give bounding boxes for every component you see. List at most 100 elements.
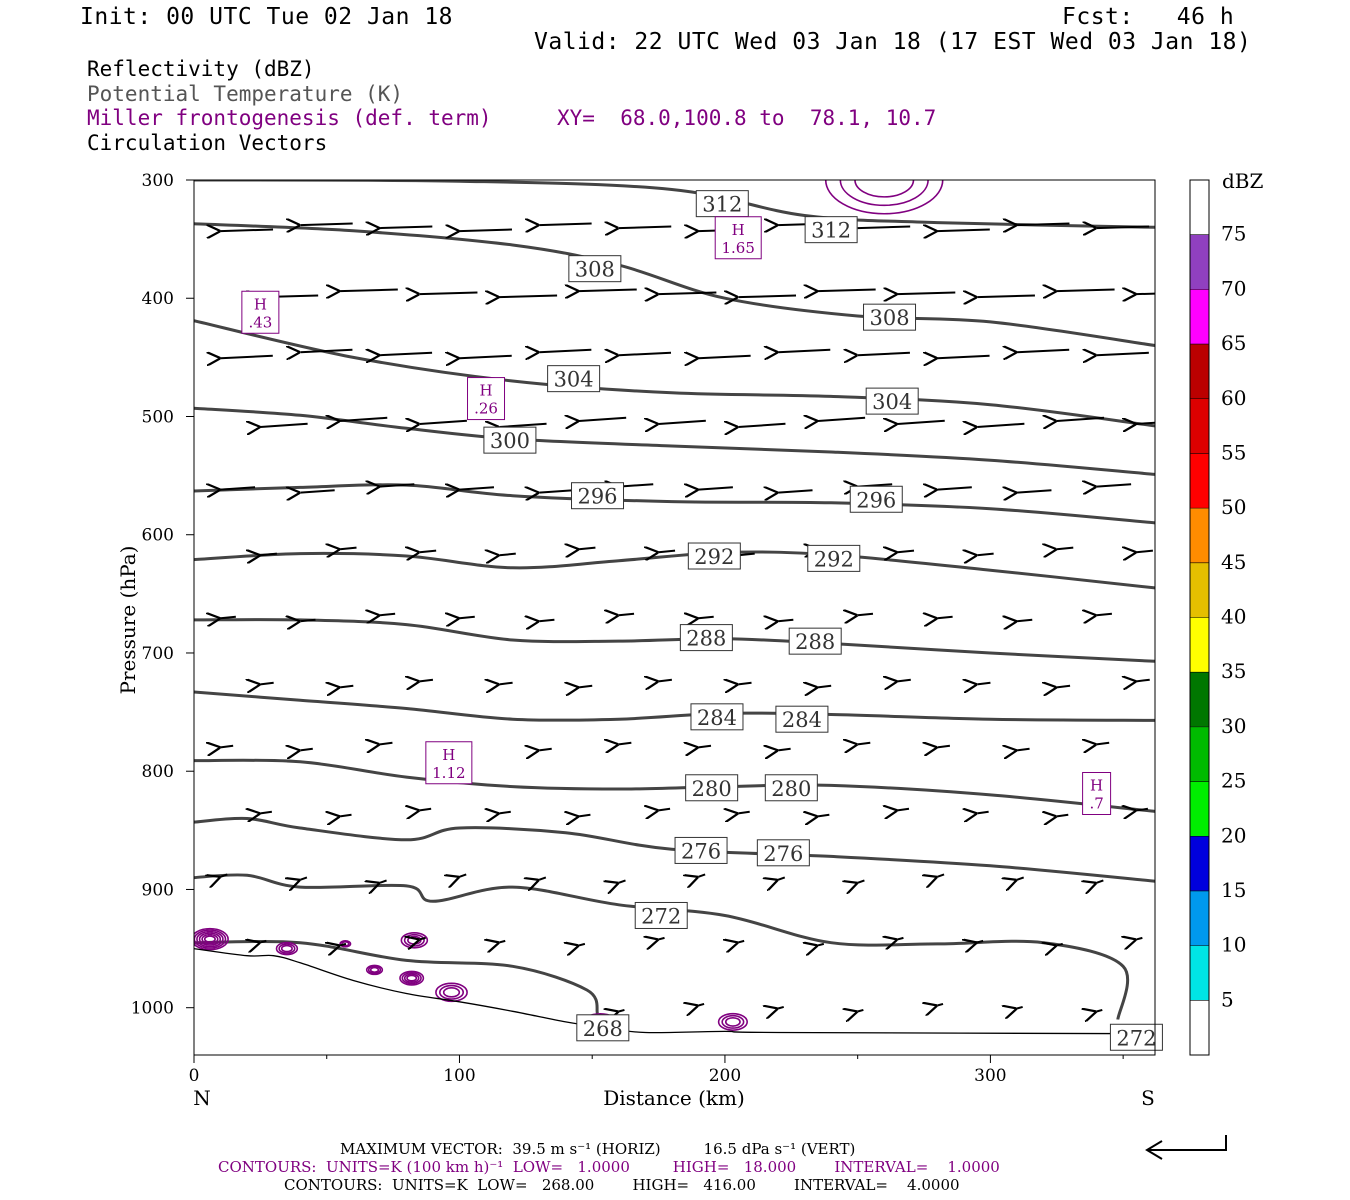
circulation-vector	[858, 879, 865, 882]
theta-label-box	[807, 544, 861, 572]
legend-reflectivity: Reflectivity (dBZ)	[87, 57, 315, 81]
fronto-contour	[194, 927, 229, 951]
circulation-vector	[499, 424, 547, 427]
circulation-vector	[340, 686, 354, 688]
circulation-vector	[738, 554, 755, 556]
theta-contour-268	[194, 939, 599, 1015]
legend-frontogenesis: Miller frontogenesis (def. term)	[87, 106, 492, 130]
fronto-contour	[854, 180, 915, 198]
circulation-vector	[659, 293, 717, 295]
circulation-vector	[1097, 743, 1110, 745]
circulation-vector	[897, 680, 911, 682]
circulation-vector	[579, 418, 627, 421]
axes: 300 400 500 600 700 800 900 1000 0 100 200 300	[131, 171, 1124, 1086]
circulation-vector	[380, 353, 433, 355]
fronto-contour	[407, 935, 422, 945]
colorbar: 5 10 15 20 25 30 35 40 45 50 55 60 65 70 75	[1189, 179, 1246, 1056]
colorbar-label: 35	[1221, 659, 1246, 683]
fronto-contour	[341, 941, 350, 947]
circulation-vector	[300, 620, 316, 622]
footer-contours-theta: CONTOURS: UNITS=K LOW= 268.00 HIGH= 416.…	[284, 1176, 960, 1194]
circulation-vector	[1136, 551, 1154, 553]
colorbar-swatch	[1190, 344, 1209, 399]
circulation-vector	[499, 554, 516, 556]
circulation-vector	[698, 356, 751, 358]
colorbar-label: 40	[1221, 605, 1246, 629]
circulation-vector	[221, 487, 256, 489]
theta-label: 304	[554, 368, 594, 392]
theta-contour-300	[194, 406, 1155, 476]
init-time: Init: 00 UTC Tue 02 Jan 18	[80, 4, 454, 30]
circulation-vector	[977, 812, 989, 814]
theta-label: 272	[1116, 1026, 1156, 1050]
theta-label: 300	[490, 429, 530, 453]
circulation-vector	[937, 487, 972, 489]
colorbar-title: dBZ	[1222, 169, 1264, 193]
y-tick-label: 600	[142, 526, 174, 546]
circulation-vector	[579, 548, 596, 550]
circulation-vector	[937, 873, 945, 876]
circulation-vector	[1017, 749, 1030, 751]
x-axis-title: Distance (km)	[603, 1086, 745, 1110]
footer-contours-fronto: CONTOURS: UNITS=K (100 km h)⁻¹ LOW= 1.00…	[218, 1158, 1000, 1176]
colorbar-label: 15	[1221, 878, 1246, 902]
circulation-vector	[579, 290, 637, 292]
fronto-contour	[399, 970, 425, 986]
circulation-vector	[420, 680, 434, 682]
theta-contour-276	[194, 816, 1155, 883]
colorbar-swatch	[1190, 672, 1209, 727]
circulation-vector	[420, 421, 467, 424]
circulation-vector	[778, 620, 794, 622]
circulation-vector	[738, 941, 745, 943]
circulation-vector	[420, 938, 426, 940]
legend-xy-range: XY= 68.0,100.8 to 78.1, 10.7	[557, 106, 937, 130]
fronto-max-symbol: H	[479, 382, 492, 400]
theta-label: 280	[771, 777, 811, 801]
circulation-vector	[221, 229, 274, 231]
theta-label: 296	[856, 488, 896, 512]
circulation-vector	[1017, 620, 1033, 622]
colorbar-label: 30	[1221, 714, 1246, 738]
circulation-vector	[539, 490, 574, 492]
left-end-label: N	[193, 1086, 211, 1110]
circulation-vector	[818, 418, 866, 421]
colorbar-label: 45	[1221, 550, 1246, 574]
circulation-vector	[380, 226, 433, 228]
circulation-vector	[818, 815, 830, 817]
circulation-vector	[659, 551, 676, 553]
fronto-contour	[367, 965, 382, 975]
circulation-vector	[858, 1010, 864, 1012]
circulation-vector	[380, 879, 387, 882]
circulation-vector	[1097, 353, 1149, 355]
circulation-vector	[1057, 290, 1115, 292]
theta-label: 276	[681, 839, 721, 863]
theta-label: 280	[692, 777, 732, 801]
circulation-vector	[1097, 484, 1132, 486]
y-tick-label: 700	[142, 644, 174, 664]
circulation-vector	[937, 746, 951, 748]
fronto-max-value: .7	[1089, 795, 1103, 813]
fronto-contour	[724, 1016, 741, 1027]
fronto-max-value: 1.65	[722, 239, 755, 257]
fronto-contour	[717, 1012, 749, 1031]
theta-label: 284	[697, 706, 737, 730]
theta-label: 284	[782, 708, 822, 732]
circulation-vector	[619, 226, 672, 228]
theta-label: 308	[869, 306, 909, 330]
circulation-vector	[380, 743, 393, 745]
circulation-vector	[539, 876, 547, 879]
theta-label: 272	[641, 904, 681, 928]
fronto-contour	[201, 933, 219, 945]
circulation-vector	[897, 421, 945, 424]
circulation-vector	[1097, 226, 1150, 228]
circulation-vector	[738, 812, 750, 814]
theta-label-box	[863, 303, 917, 331]
theta-contour-312	[194, 180, 1155, 229]
colorbar-swatch	[1190, 508, 1209, 563]
colorbar-swatch	[1190, 180, 1209, 235]
circulation-vector	[459, 487, 495, 489]
theta-label-box	[679, 624, 733, 652]
circulation-vector	[937, 1004, 944, 1006]
fronto-max-value: .43	[248, 313, 272, 331]
